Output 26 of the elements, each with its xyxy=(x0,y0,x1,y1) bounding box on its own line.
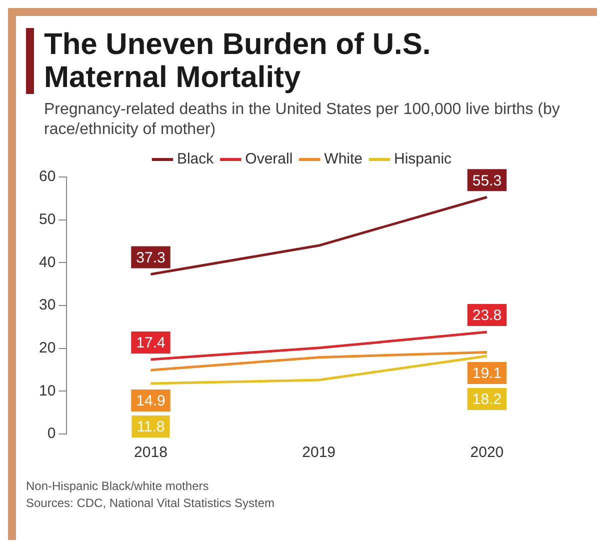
data-label: 19.1 xyxy=(472,365,502,382)
source-note: Sources: CDC, National Vital Statistics System xyxy=(26,495,276,512)
data-label: 18.2 xyxy=(472,391,502,408)
chart-subtitle: Pregnancy-related deaths in the United States per 100,000 live births (by race/ethnicity of mother) xyxy=(44,100,561,140)
legend-label: Hispanic xyxy=(394,150,452,168)
x-tick-label: 2018 xyxy=(134,444,168,462)
x-tick-label: 2020 xyxy=(470,444,504,462)
y-tick-label: 30 xyxy=(38,296,56,314)
y-tick-label: 40 xyxy=(38,254,56,271)
data-label: 37.3 xyxy=(136,249,166,266)
y-tick-label: 10 xyxy=(38,382,56,400)
x-tick-label: 2019 xyxy=(302,444,336,462)
data-label: 55.3 xyxy=(472,172,502,190)
text: Non-Hispanic Black/white mothers xyxy=(26,478,210,495)
chart-title: The Uneven Burden of U.S. Maternal Mortality xyxy=(44,28,432,94)
y-tick-label: 60 xyxy=(38,168,56,186)
data-label: 23.8 xyxy=(472,307,502,324)
y-tick-label: 50 xyxy=(38,210,56,228)
data-label: 17.4 xyxy=(136,334,166,352)
legend-label: White xyxy=(324,150,363,168)
data-label: 14.9 xyxy=(136,392,166,410)
data-label: 11.8 xyxy=(136,418,165,436)
legend-label: Black xyxy=(176,150,214,168)
legend-label: Overall xyxy=(245,150,293,168)
y-tick-label: 0 xyxy=(47,425,56,442)
y-tick-label: 20 xyxy=(38,339,56,356)
